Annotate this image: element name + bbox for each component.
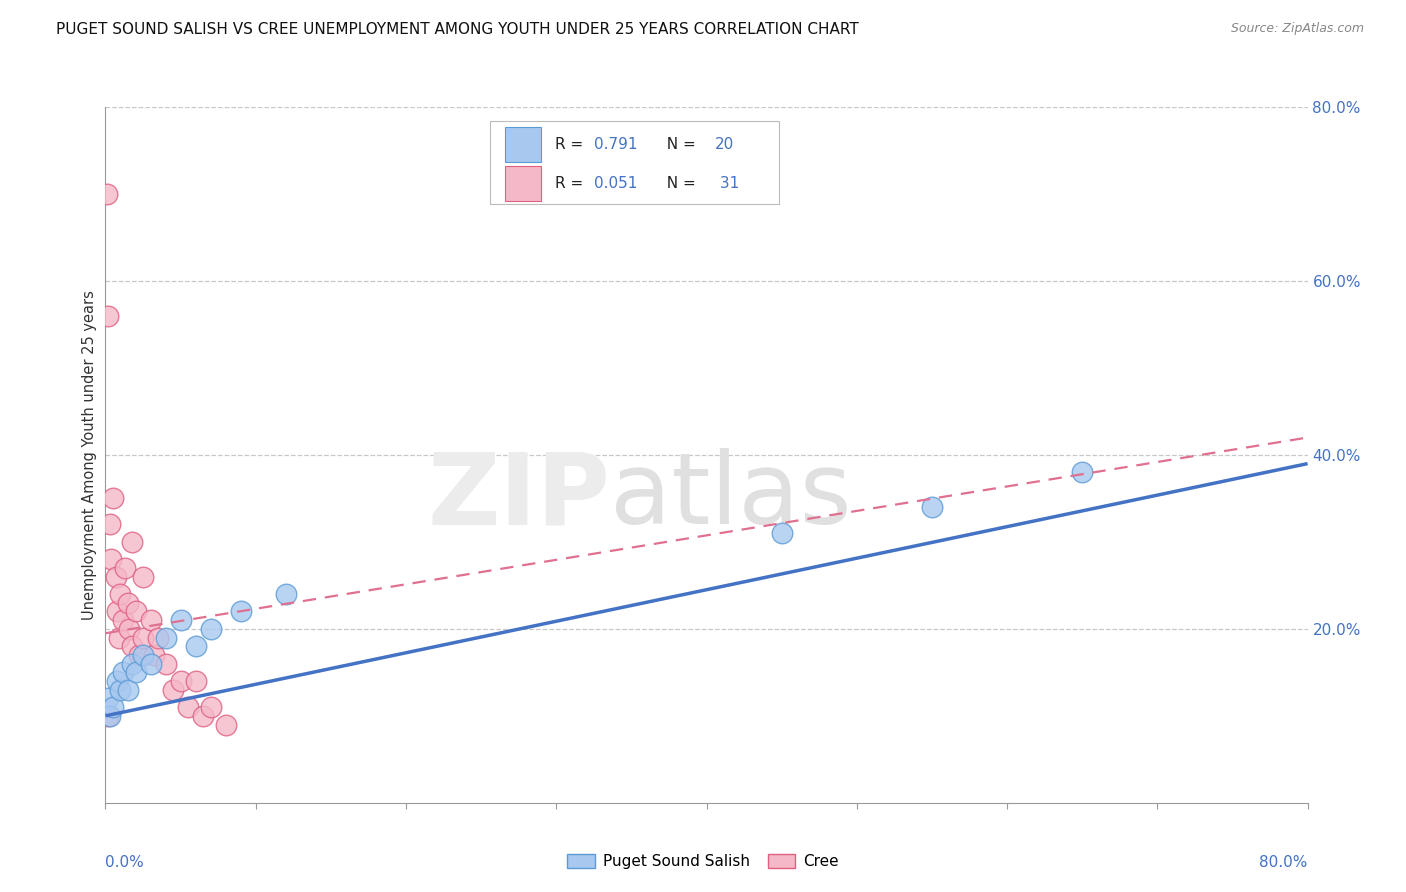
Point <box>101 700 124 714</box>
Point <box>155 657 177 671</box>
Point <box>921 500 943 514</box>
Point <box>124 665 146 680</box>
Point <box>124 605 146 619</box>
Point <box>214 717 236 731</box>
Text: 80.0%: 80.0% <box>1260 855 1308 870</box>
Point <box>96 187 118 202</box>
Point <box>200 622 222 636</box>
Text: atlas: atlas <box>610 448 852 545</box>
Point <box>107 605 129 619</box>
Point <box>169 613 191 627</box>
Point <box>117 596 139 610</box>
Point <box>177 700 200 714</box>
Point <box>229 605 252 619</box>
Point <box>169 674 191 689</box>
Point <box>114 561 136 575</box>
Text: PUGET SOUND SALISH VS CREE UNEMPLOYMENT AMONG YOUTH UNDER 25 YEARS CORRELATION C: PUGET SOUND SALISH VS CREE UNEMPLOYMENT … <box>56 22 859 37</box>
Point <box>121 639 143 653</box>
Point <box>108 631 131 645</box>
Point <box>110 587 132 601</box>
Point <box>132 570 155 584</box>
Point <box>184 639 207 653</box>
Text: N =: N = <box>657 176 700 191</box>
Point <box>121 534 143 549</box>
Point <box>112 665 135 680</box>
Text: N =: N = <box>657 136 700 152</box>
Text: 20: 20 <box>714 136 734 152</box>
Point <box>97 708 120 723</box>
Point <box>98 708 121 723</box>
Point <box>274 587 297 601</box>
Point <box>101 491 124 506</box>
Point <box>128 648 150 662</box>
Text: Source: ZipAtlas.com: Source: ZipAtlas.com <box>1230 22 1364 36</box>
Point <box>184 674 207 689</box>
Point <box>118 622 141 636</box>
Text: 31: 31 <box>714 176 740 191</box>
Point <box>1071 466 1094 480</box>
Point <box>770 526 793 541</box>
Point <box>107 674 129 689</box>
Point <box>97 309 120 323</box>
Point <box>104 570 127 584</box>
Text: 0.051: 0.051 <box>593 176 637 191</box>
Y-axis label: Unemployment Among Youth under 25 years: Unemployment Among Youth under 25 years <box>82 290 97 620</box>
Point <box>155 631 177 645</box>
Point <box>132 648 155 662</box>
Point <box>117 682 139 697</box>
Point <box>100 552 122 566</box>
Point <box>191 708 214 723</box>
Point <box>139 613 162 627</box>
Point <box>146 631 169 645</box>
Point <box>97 691 120 706</box>
Text: R =: R = <box>555 136 588 152</box>
Point <box>132 631 155 645</box>
FancyBboxPatch shape <box>505 127 541 161</box>
Text: R =: R = <box>555 176 588 191</box>
Point <box>121 657 143 671</box>
Point <box>200 700 222 714</box>
Point <box>162 682 184 697</box>
Point <box>98 517 121 532</box>
Legend: Puget Sound Salish, Cree: Puget Sound Salish, Cree <box>561 847 845 875</box>
FancyBboxPatch shape <box>505 166 541 201</box>
FancyBboxPatch shape <box>491 121 779 204</box>
Point <box>110 682 132 697</box>
Text: 0.0%: 0.0% <box>105 855 145 870</box>
Text: ZIP: ZIP <box>427 448 610 545</box>
Text: 0.791: 0.791 <box>593 136 637 152</box>
Point <box>139 657 162 671</box>
Point <box>142 648 165 662</box>
Point <box>112 613 135 627</box>
